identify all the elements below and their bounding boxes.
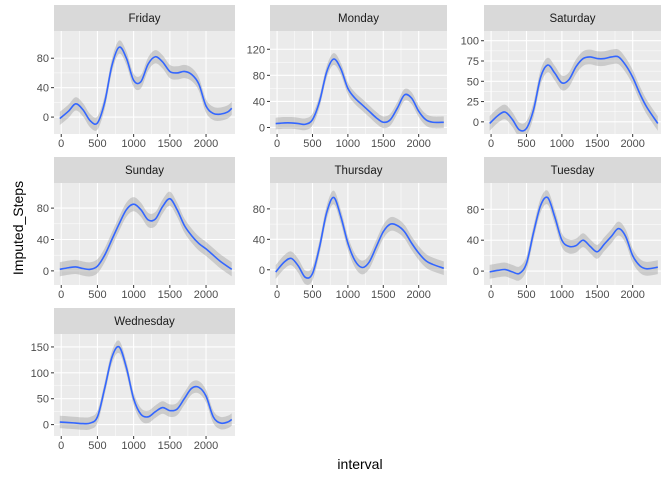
facet-strip-monday [270, 5, 447, 31]
y-tick-label: 50 [37, 394, 49, 406]
facet-strip-tuesday [484, 157, 661, 183]
x-tick-label: 0 [58, 440, 64, 452]
x-tick-label: 0 [274, 289, 280, 301]
series-line-sunday [59, 197, 233, 271]
x-tick-label: 1000 [550, 289, 574, 301]
x-tick-label: 2000 [194, 440, 218, 452]
y-tick-label: 0 [43, 420, 49, 432]
y-axis-title: Imputed_Steps [10, 180, 26, 276]
x-tick-label: 1000 [336, 289, 360, 301]
y-tick-label: 40 [253, 234, 265, 246]
confidence-band-saturday [489, 48, 658, 134]
confidence-band-tuesday [489, 190, 658, 281]
x-tick-label: 0 [58, 289, 64, 301]
panel-background-tuesday [484, 183, 661, 285]
y-tick-label: 0 [473, 117, 479, 129]
facet-strip-sunday [54, 157, 235, 183]
facet-strip-saturday [484, 5, 661, 31]
x-tick-label: 0 [488, 289, 494, 301]
x-tick-label: 500 [517, 138, 535, 150]
x-tick-label: 1000 [336, 138, 360, 150]
y-tick-label: 0 [43, 266, 49, 278]
x-tick-label: 2000 [406, 138, 430, 150]
series-line-tuesday [489, 196, 658, 275]
x-tick-label: 1000 [121, 289, 145, 301]
y-tick-label: 40 [253, 96, 265, 108]
x-tick-label: 1500 [158, 289, 182, 301]
x-axis-title: interval [337, 456, 383, 472]
y-tick-label: 150 [31, 342, 49, 354]
x-tick-label: 1500 [371, 289, 395, 301]
y-tick-label: 100 [461, 36, 479, 48]
confidence-band-monday [275, 53, 444, 131]
x-tick-label: 500 [88, 440, 106, 452]
x-tick-label: 1500 [158, 440, 182, 452]
series-line-saturday [489, 55, 659, 132]
x-tick-label: 2000 [194, 138, 218, 150]
y-tick-label: 75 [467, 56, 479, 68]
x-tick-label: 500 [88, 138, 106, 150]
y-tick-label: 80 [253, 70, 265, 82]
panel-background-saturday [484, 31, 661, 134]
x-tick-label: 2000 [194, 289, 218, 301]
y-tick-label: 0 [259, 265, 265, 277]
series-line-friday [59, 46, 233, 126]
y-tick-label: 40 [37, 234, 49, 246]
series-line-thursday [275, 196, 445, 279]
y-tick-label: 0 [259, 122, 265, 134]
y-tick-label: 40 [467, 235, 479, 247]
facet-strip-thursday [270, 157, 447, 183]
x-tick-label: 500 [303, 138, 321, 150]
x-tick-label: 500 [517, 289, 535, 301]
y-tick-label: 100 [31, 368, 49, 380]
y-tick-label: 0 [473, 266, 479, 278]
panel-background-wednesday [54, 334, 235, 436]
x-tick-label: 2000 [620, 138, 644, 150]
y-tick-label: 25 [467, 97, 479, 109]
confidence-band-sunday [59, 191, 232, 277]
y-tick-label: 80 [253, 204, 265, 216]
y-tick-label: 50 [467, 76, 479, 88]
y-tick-label: 0 [43, 112, 49, 124]
confidence-band-thursday [275, 190, 444, 285]
x-tick-label: 0 [274, 138, 280, 150]
series-line-monday [275, 58, 444, 126]
facet-title-wednesday: Wednesday [114, 316, 175, 328]
x-tick-label: 1000 [550, 138, 574, 150]
x-tick-label: 500 [88, 289, 106, 301]
facet-title-monday: Monday [338, 13, 379, 25]
facet-strip-wednesday [54, 308, 235, 334]
y-tick-label: 80 [37, 203, 49, 215]
x-tick-label: 1000 [121, 440, 145, 452]
y-tick-label: 120 [247, 44, 265, 56]
panel-background-monday [270, 31, 447, 134]
x-tick-label: 500 [303, 289, 321, 301]
series-line-wednesday [59, 345, 233, 425]
facet-title-tuesday: Tuesday [551, 165, 595, 177]
y-tick-label: 80 [37, 53, 49, 65]
x-tick-label: 1500 [585, 289, 609, 301]
x-tick-label: 2000 [406, 289, 430, 301]
x-tick-label: 0 [58, 138, 64, 150]
x-tick-label: 1500 [158, 138, 182, 150]
x-tick-label: 1500 [585, 138, 609, 150]
facet-title-saturday: Saturday [549, 13, 595, 25]
facet-title-thursday: Thursday [335, 165, 383, 177]
x-tick-label: 2000 [620, 289, 644, 301]
x-tick-label: 1500 [371, 138, 395, 150]
y-tick-label: 40 [37, 83, 49, 95]
confidence-band-wednesday [59, 340, 232, 430]
panel-background-friday [54, 31, 235, 134]
facet-title-sunday: Sunday [125, 165, 164, 177]
y-tick-label: 80 [467, 204, 479, 216]
x-tick-label: 0 [488, 138, 494, 150]
facet-strip-friday [54, 5, 235, 31]
facet-title-friday: Friday [129, 13, 161, 25]
x-tick-label: 1000 [121, 138, 145, 150]
